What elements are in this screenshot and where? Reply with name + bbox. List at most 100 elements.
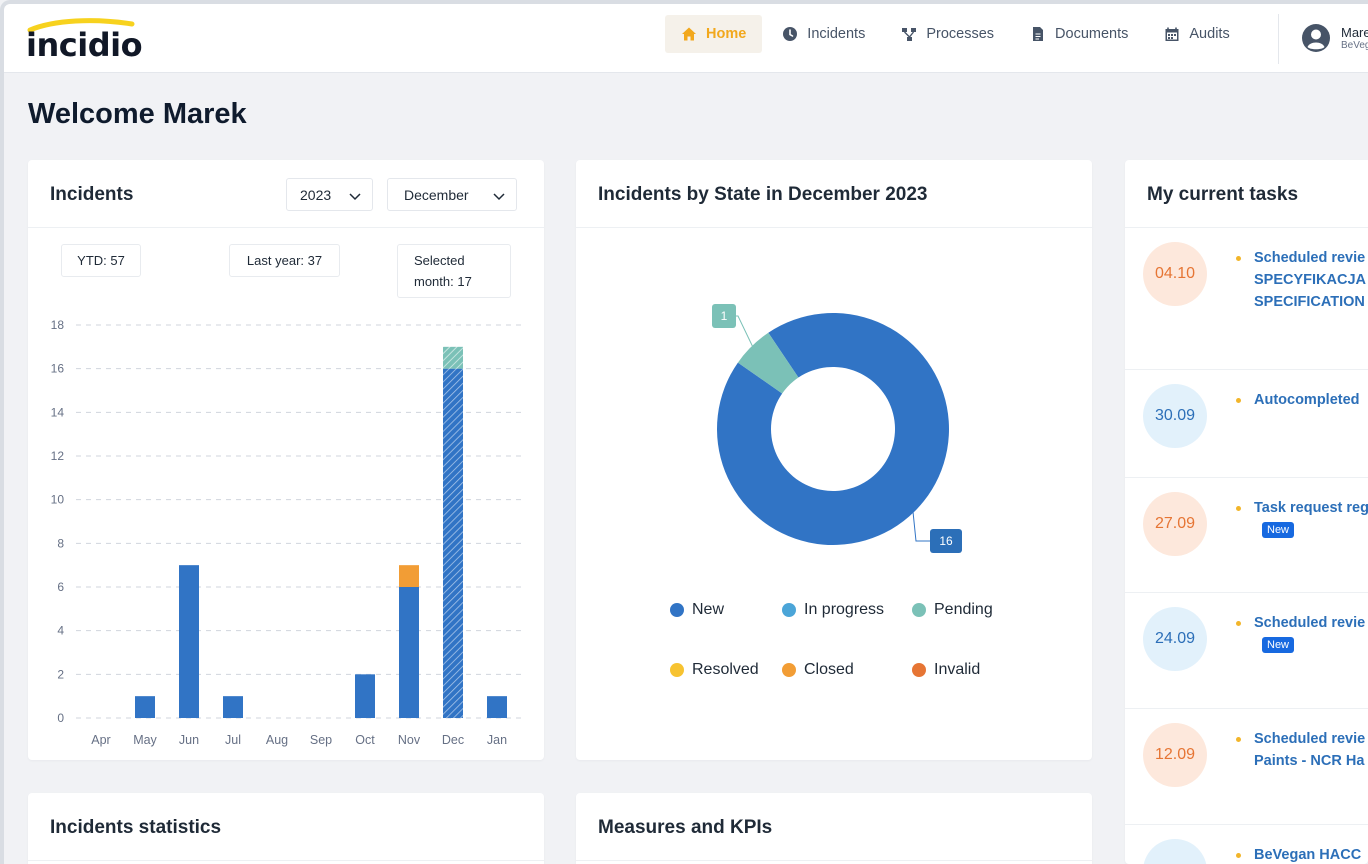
task-bullet (1236, 398, 1241, 403)
x-tick-label: May (133, 733, 157, 747)
legend-in-progress-dot (782, 603, 796, 617)
user-menu[interactable]: Mare BeVeg (1301, 23, 1368, 53)
bar-pending-dec[interactable] (443, 346, 463, 369)
clock-icon (783, 27, 798, 41)
x-tick-label: Jan (487, 733, 507, 747)
task-title[interactable]: Scheduled revie (1254, 615, 1366, 631)
task-bullet (1236, 256, 1241, 261)
bar-new-may[interactable] (135, 696, 155, 718)
task-title[interactable]: SPECYFIKACJA I (1254, 272, 1368, 288)
nav-audits[interactable]: Audits (1148, 15, 1245, 53)
y-tick-label: 16 (51, 362, 65, 376)
user-org: BeVeg (1341, 39, 1368, 51)
task-item[interactable]: 30.09 Autocompleted (1125, 370, 1368, 478)
donut-data-label-new: 16 (939, 534, 953, 548)
bar-new-oct[interactable] (355, 674, 375, 718)
nav-home[interactable]: Home (665, 15, 763, 53)
task-bullet (1236, 853, 1241, 858)
bar-closed-nov[interactable] (399, 565, 419, 587)
bar-new-jan[interactable] (487, 696, 507, 718)
legend-resolved[interactable]: Resolved (670, 661, 759, 679)
year-select[interactable]: 2023 (286, 178, 373, 211)
new-badge: New (1262, 522, 1295, 538)
kpi-card-title: Measures and KPIs (598, 817, 773, 838)
nav-incidents[interactable]: Incidents (766, 15, 881, 53)
logo-text: incidio (26, 26, 143, 64)
x-tick-label: Sep (310, 733, 332, 747)
task-title[interactable]: SPECIFICATION (1254, 294, 1365, 310)
legend-in-progress[interactable]: In progress (782, 601, 884, 619)
donut-slice-pending[interactable] (737, 332, 799, 394)
incidents-by-state-card: Incidents by State in December 2023 16 1 … (576, 160, 1092, 760)
x-tick-label: Jun (179, 733, 199, 747)
task-item[interactable]: 24.09 Scheduled revie New (1125, 593, 1368, 709)
donut-leader-line (912, 510, 930, 542)
y-tick-label: 4 (57, 624, 64, 638)
y-tick-label: 10 (51, 493, 65, 507)
sitemap-icon (902, 28, 917, 41)
task-date-badge: 27.09 (1143, 492, 1207, 556)
user-name: Mare (1341, 24, 1368, 40)
donut-data-label-pending: 1 (721, 309, 728, 323)
y-tick-label: 12 (51, 449, 65, 463)
legend-new-dot (670, 603, 684, 617)
legend-resolved-dot (670, 663, 684, 677)
selected-month-line1: Selected (414, 253, 465, 268)
selected-month-line2: month: 17 (414, 274, 472, 289)
y-tick-label: 6 (57, 580, 64, 594)
task-item[interactable]: BeVegan HACC (1125, 825, 1368, 864)
chevron-down-icon (349, 193, 361, 201)
nav-processes[interactable]: Processes (885, 15, 1010, 53)
incidio-logo[interactable]: incidio (24, 16, 144, 64)
month-select-value: December (404, 186, 469, 203)
y-tick-label: 2 (57, 667, 64, 681)
task-title[interactable]: Scheduled revie (1254, 731, 1366, 747)
legend-invalid-dot (912, 663, 926, 677)
task-item[interactable]: 04.10 Scheduled revie SPECYFIKACJA I SPECIF… (1125, 228, 1368, 370)
task-title[interactable]: Scheduled revie (1254, 250, 1366, 266)
task-title[interactable]: Task request reg (1254, 500, 1368, 516)
task-item[interactable]: 27.09 Task request reg New (1125, 478, 1368, 593)
task-bullet (1236, 737, 1241, 742)
incidents-statistics-card: Incidents statistics (28, 793, 544, 864)
legend-pending-label: Pending (934, 601, 993, 618)
bar-new-dec[interactable] (443, 368, 463, 718)
calendar-icon (1165, 27, 1179, 41)
task-date-badge (1143, 839, 1207, 864)
x-tick-label: Oct (355, 733, 375, 747)
new-badge: New (1262, 637, 1295, 653)
legend-invalid[interactable]: Invalid (912, 661, 980, 679)
bar-new-nov[interactable] (399, 587, 419, 718)
x-tick-label: Aug (266, 733, 288, 747)
incidents-card-header: Incidents 2023 December (28, 160, 544, 228)
tasks-card-header: My current tasks (1125, 160, 1368, 228)
nav-documents-label: Documents (1055, 26, 1129, 42)
y-tick-label: 14 (51, 405, 65, 419)
stats-card-title: Incidents statistics (50, 817, 222, 838)
donut-slice-new[interactable] (717, 312, 949, 545)
task-title[interactable]: Autocompleted (1254, 392, 1360, 408)
task-title[interactable]: Paints - NCR Ha (1254, 753, 1365, 769)
legend-in-progress-label: In progress (804, 601, 885, 618)
x-tick-label: Jul (225, 733, 241, 747)
legend-new[interactable]: New (670, 601, 724, 619)
top-bar: incidio Home Incidents Processes Documen… (4, 4, 1368, 73)
x-tick-label: Nov (398, 733, 421, 747)
bar-new-jul[interactable] (223, 696, 243, 718)
nav-documents[interactable]: Documents (1014, 15, 1144, 53)
task-title[interactable]: BeVegan HACC (1254, 847, 1362, 863)
legend-new-label: New (692, 601, 725, 618)
donut-data-label-box (930, 529, 962, 553)
month-select[interactable]: December (387, 178, 517, 211)
tasks-card-title: My current tasks (1147, 184, 1299, 205)
task-item[interactable]: 12.09 Scheduled revie Paints - NCR Ha (1125, 709, 1368, 825)
bar-new-jun[interactable] (179, 565, 199, 718)
nav-processes-label: Processes (926, 26, 995, 42)
x-tick-label: Dec (442, 733, 464, 747)
y-tick-label: 8 (57, 536, 64, 550)
legend-closed[interactable]: Closed (782, 661, 854, 679)
legend-pending[interactable]: Pending (912, 601, 993, 619)
nav-audits-label: Audits (1189, 26, 1230, 42)
task-date-badge: 12.09 (1143, 723, 1207, 787)
task-date-badge: 24.09 (1143, 607, 1207, 671)
